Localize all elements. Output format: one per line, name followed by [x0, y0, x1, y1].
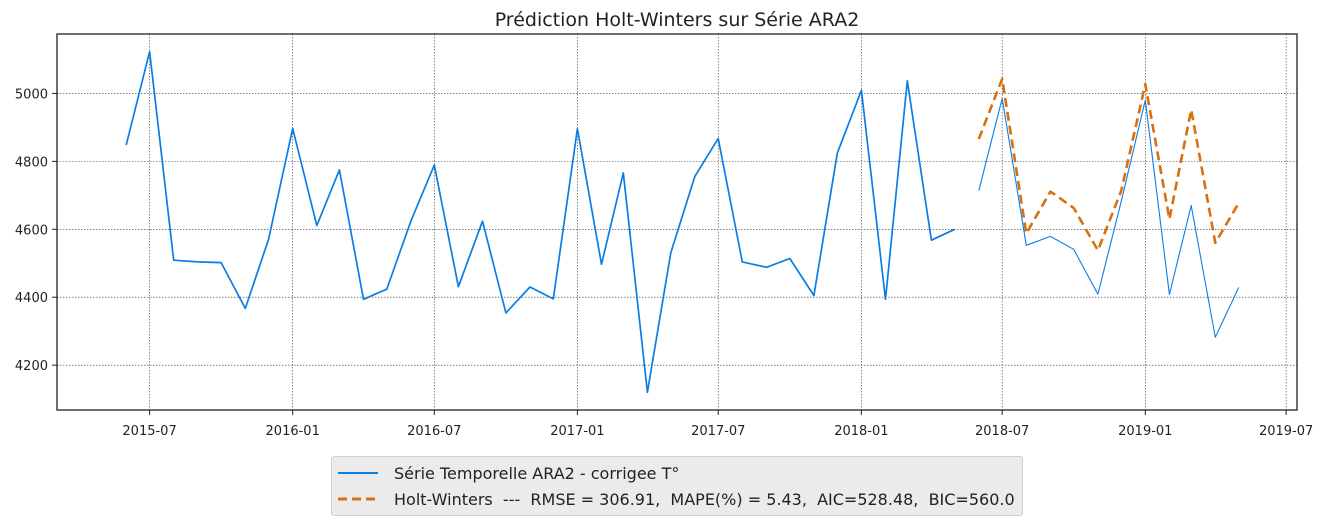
x-tick-label: 2019-07	[1259, 424, 1313, 439]
x-tick-label: 2018-07	[975, 424, 1029, 439]
legend: Série Temporelle ARA2 - corrigee T° Holt…	[331, 456, 1023, 516]
legend-swatch-observed	[338, 472, 378, 474]
y-tick-label: 4400	[15, 291, 48, 306]
y-tick-label: 5000	[15, 87, 48, 102]
legend-swatch-holt-winters	[338, 497, 378, 501]
x-tick-label: 2016-01	[266, 424, 320, 439]
legend-item-holt-winters: Holt-Winters --- RMSE = 306.91, MAPE(%) …	[338, 487, 1015, 511]
x-tick-label: 2015-07	[122, 424, 176, 439]
x-tick-label: 2016-07	[407, 424, 461, 439]
test-series-line	[978, 97, 1240, 338]
axes: 2015-07 2016-01 2016-07 2017-01 2017-07 2018-…	[15, 87, 1313, 439]
legend-label-observed: Série Temporelle ARA2 - corrigee T°	[394, 463, 680, 483]
chart-title: Prédiction Holt-Winters sur Série ARA2	[495, 9, 860, 31]
series-layer	[125, 50, 1240, 394]
legend-item-observed: Série Temporelle ARA2 - corrigee T°	[338, 461, 679, 485]
y-tick-label: 4200	[15, 359, 48, 374]
plot-frame	[56, 33, 1298, 411]
y-tick-label: 4800	[15, 155, 48, 170]
observed-series-line	[125, 50, 956, 394]
x-tick-label: 2017-07	[691, 424, 745, 439]
x-tick-label: 2019-01	[1118, 424, 1172, 439]
legend-label-holt-winters: Holt-Winters --- RMSE = 306.91, MAPE(%) …	[394, 489, 1015, 509]
holt-winters-forecast-line	[977, 77, 1240, 252]
x-tick-label: 2018-01	[834, 424, 888, 439]
grid	[57, 34, 1297, 410]
y-tick-label: 4600	[15, 223, 48, 238]
x-tick-label: 2017-01	[550, 424, 604, 439]
